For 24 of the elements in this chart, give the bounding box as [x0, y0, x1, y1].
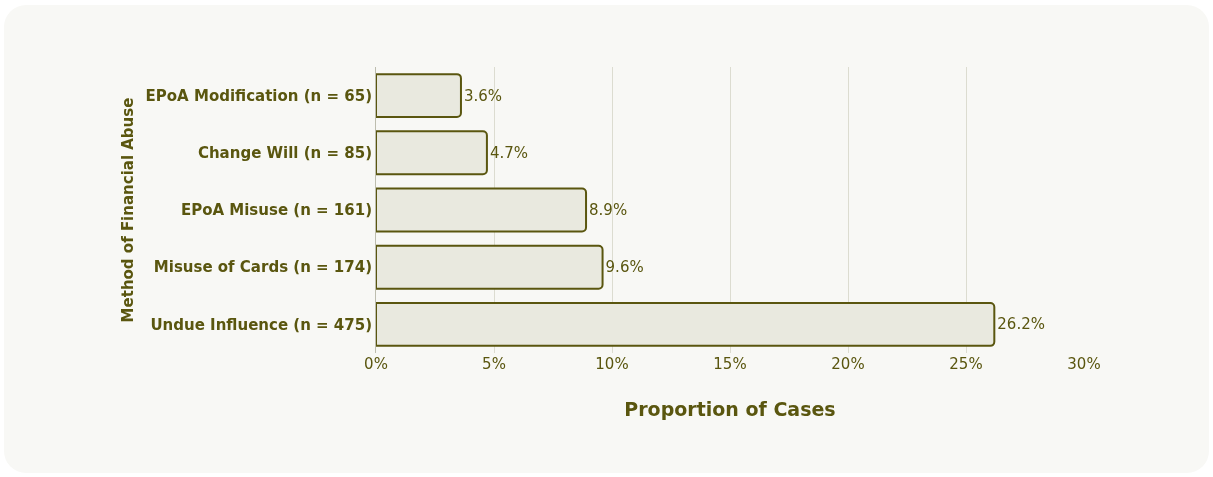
y-tick-label: Misuse of Cards (n = 174) — [153, 258, 372, 277]
x-tick-label: 20% — [831, 355, 865, 373]
data-label: 4.7% — [489, 143, 529, 162]
y-axis-title: Method of Financial Abuse — [118, 97, 137, 323]
data-label: 8.9% — [589, 201, 628, 219]
y-tick-label: EPoA Misuse (n = 161) — [180, 201, 372, 220]
y-tick-label: Change Will (n = 85) — [197, 144, 372, 163]
x-tick-label: 25% — [949, 355, 983, 373]
y-tick-label: Undue Influence (n = 475) — [150, 315, 372, 334]
data-label: 26.2% — [997, 315, 1045, 334]
data-label: 9.6% — [605, 258, 644, 277]
x-tick-label: 30% — [1067, 355, 1101, 373]
y-tick-label: EPoA Modification (n = 65) — [145, 86, 372, 105]
x-tick-label: 15% — [713, 355, 747, 373]
x-tick-label: 5% — [482, 355, 506, 373]
bar — [376, 187, 588, 233]
data-label: 3.6% — [463, 86, 503, 105]
bar — [376, 73, 462, 119]
bar — [376, 244, 604, 290]
x-axis-title: Proportion of Cases — [624, 397, 836, 420]
bar — [376, 130, 488, 176]
x-tick-label: 10% — [595, 355, 629, 373]
bar — [376, 301, 996, 347]
x-tick-label: 0% — [364, 355, 388, 373]
